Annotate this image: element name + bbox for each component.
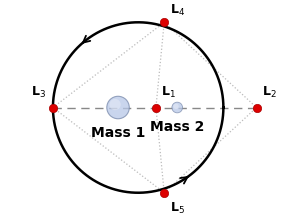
Text: $\mathbf{L}_{1}$: $\mathbf{L}_{1}$ <box>161 85 176 100</box>
Text: Mass 1: Mass 1 <box>91 126 145 140</box>
Text: Mass 2: Mass 2 <box>150 120 204 134</box>
Circle shape <box>107 96 129 119</box>
Circle shape <box>173 104 179 109</box>
Text: $\mathbf{L}_{5}$: $\mathbf{L}_{5}$ <box>170 201 185 216</box>
Text: $\mathbf{L}_{2}$: $\mathbf{L}_{2}$ <box>262 85 277 100</box>
Text: $\mathbf{L}_{3}$: $\mathbf{L}_{3}$ <box>31 85 46 100</box>
Text: $\mathbf{L}_{4}$: $\mathbf{L}_{4}$ <box>170 2 185 18</box>
Circle shape <box>110 99 121 110</box>
Circle shape <box>172 102 183 113</box>
